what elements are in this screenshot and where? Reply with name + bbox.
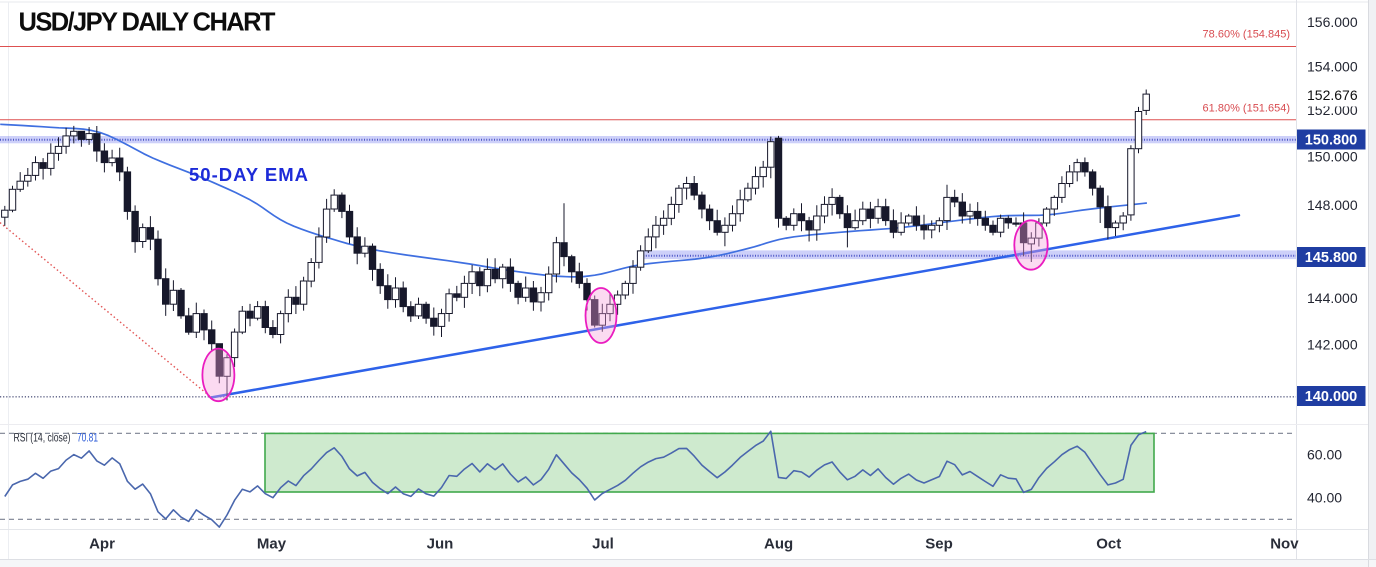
svg-text:150.800: 150.800 xyxy=(1305,133,1357,149)
svg-text:USD/JPY DAILY CHART: USD/JPY DAILY CHART xyxy=(19,9,276,37)
svg-text:140.000: 140.000 xyxy=(1305,389,1357,405)
svg-text:78.60% (154.845): 78.60% (154.845) xyxy=(1203,29,1290,41)
svg-text:40.00: 40.00 xyxy=(1307,490,1342,506)
svg-text:Sep: Sep xyxy=(925,536,953,553)
svg-text:Jun: Jun xyxy=(427,536,454,553)
svg-text:150.000: 150.000 xyxy=(1307,148,1358,164)
svg-text:156.000: 156.000 xyxy=(1307,14,1358,30)
svg-text:Aug: Aug xyxy=(764,536,793,553)
svg-text:Apr: Apr xyxy=(89,536,115,553)
svg-text:148.000: 148.000 xyxy=(1307,197,1358,213)
svg-text:145.800: 145.800 xyxy=(1305,250,1357,266)
svg-text:Oct: Oct xyxy=(1096,536,1121,553)
svg-text:May: May xyxy=(257,536,287,553)
svg-text:Jul: Jul xyxy=(592,536,614,553)
svg-text:70.81: 70.81 xyxy=(77,433,98,445)
svg-text:154.000: 154.000 xyxy=(1307,58,1358,74)
svg-text:142.000: 142.000 xyxy=(1307,337,1358,353)
svg-text:60.00: 60.00 xyxy=(1307,447,1342,463)
svg-text:152.676: 152.676 xyxy=(1307,87,1358,103)
svg-text:61.80% (151.654): 61.80% (151.654) xyxy=(1203,103,1290,115)
svg-text:Nov: Nov xyxy=(1270,536,1299,553)
svg-text:50-DAY EMA: 50-DAY EMA xyxy=(189,164,309,185)
svg-text:RSI (14, close): RSI (14, close) xyxy=(14,433,71,445)
svg-text:144.000: 144.000 xyxy=(1307,290,1358,306)
